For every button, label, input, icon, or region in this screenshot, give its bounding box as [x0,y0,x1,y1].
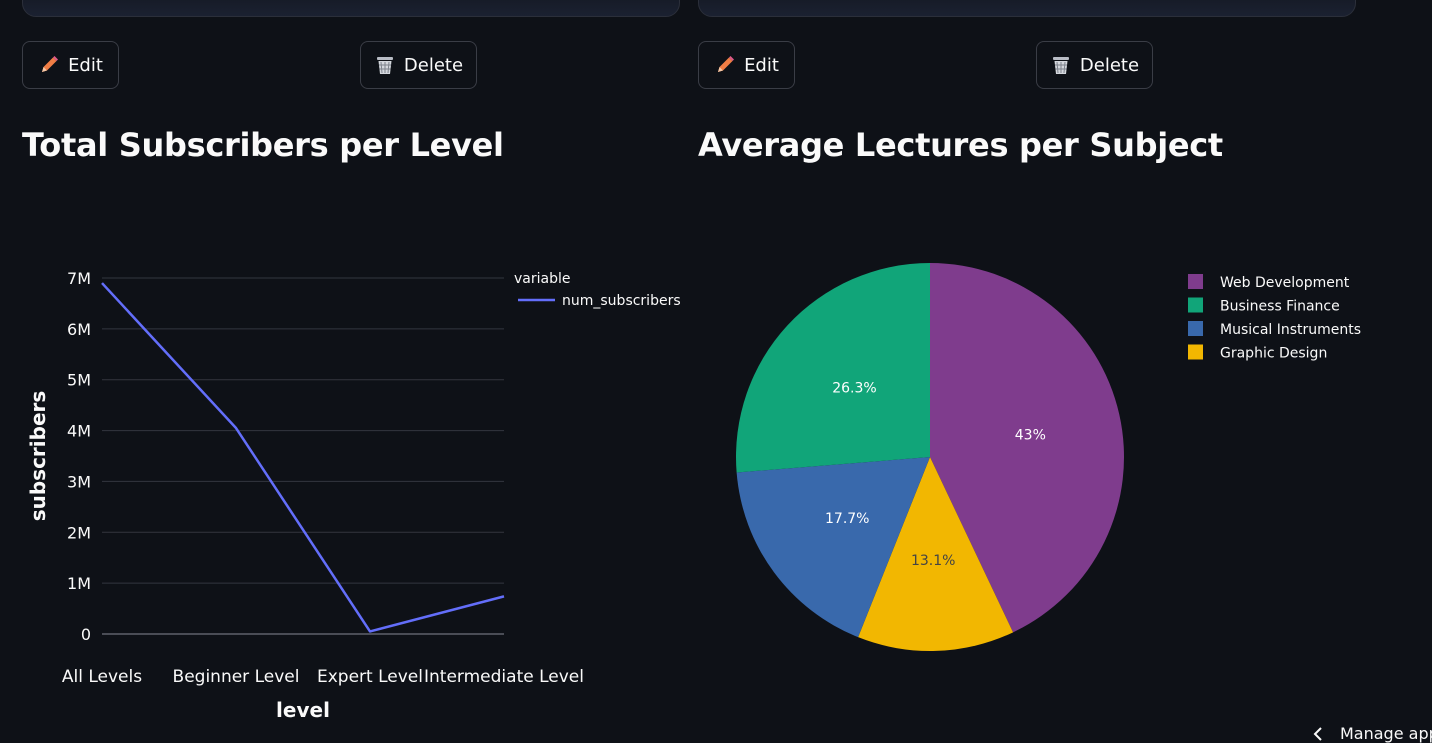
legend-swatch [1188,274,1203,289]
pie-slice-label: 43% [1015,427,1046,443]
manage-app-button[interactable]: Manage app [1312,724,1432,743]
y-tick-label: 1M [67,574,91,593]
trash-icon [374,54,396,76]
edit-label: Edit [744,54,779,76]
pie-slice-label: 13.1% [911,553,955,569]
legend-label: Web Development [1220,275,1350,291]
pie-chart-title: Average Lectures per Subject [698,126,1223,164]
legend-swatch [1188,344,1203,360]
pie-slice [736,263,930,473]
y-tick-label: 6M [67,320,91,339]
legend-label: num_subscribers [562,293,681,309]
y-axis-title: subscribers [26,391,50,522]
delete-button[interactable]: Delete [1036,41,1153,89]
line-chart-title: Total Subscribers per Level [22,126,504,164]
legend-label: Graphic Design [1220,346,1327,362]
legend-label: Musical Instruments [1220,322,1361,338]
edit-button[interactable]: Edit [22,41,119,89]
legend-swatch [1188,321,1203,336]
chevron-left-icon [1312,726,1324,742]
delete-button[interactable]: Delete [360,41,477,89]
edit-label: Edit [68,54,103,76]
y-tick-label: 0 [81,625,91,644]
y-tick-label: 2M [67,523,91,542]
x-tick-label: Expert Level [317,667,423,687]
legend-title: variable [514,271,570,287]
pie-slice-label: 17.7% [825,511,869,527]
pie-slice [736,457,930,638]
y-tick-label: 4M [67,422,91,441]
x-tick-label: Intermediate Level [424,667,584,687]
legend-swatch [1188,297,1203,313]
edit-button[interactable]: Edit [698,41,795,89]
pie-slice [930,263,1124,633]
legend-label: Business Finance [1220,299,1340,315]
manage-app-label: Manage app [1340,724,1432,743]
x-axis-title: level [276,698,330,722]
y-tick-label: 5M [67,371,91,390]
delete-label: Delete [1079,54,1140,76]
y-tick-label: 3M [67,472,91,491]
pie-slice [858,457,1014,651]
series-line [101,282,505,633]
pencil-icon [714,54,736,76]
pie-slice-label: 26.3% [832,380,876,396]
pencil-icon [38,54,60,76]
x-tick-label: All Levels [62,667,142,687]
x-tick-label: Beginner Level [173,667,300,687]
trash-icon [1050,54,1072,76]
delete-label: Delete [403,54,464,76]
y-tick-label: 7M [67,269,91,288]
